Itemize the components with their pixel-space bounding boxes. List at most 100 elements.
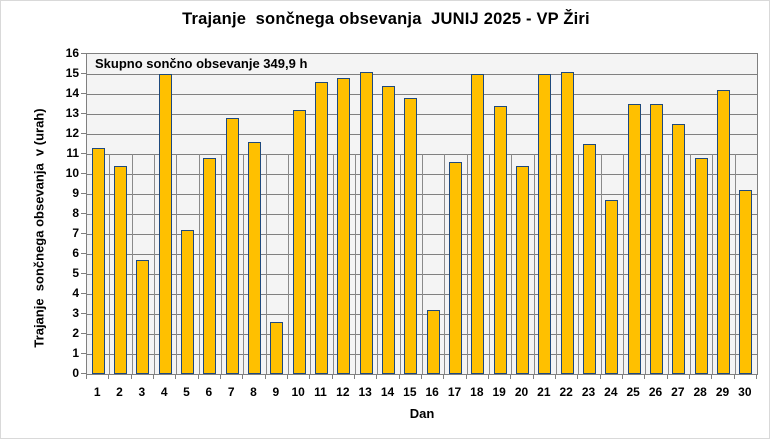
bar-day-13 <box>359 72 373 374</box>
v-gridline <box>221 154 222 374</box>
y-tick-label-14: 14 <box>65 86 79 100</box>
x-tick-mark <box>711 375 712 379</box>
y-tick-label-7: 7 <box>72 226 79 240</box>
y-tick-mark <box>81 73 86 74</box>
x-tick-label-7: 7 <box>227 385 235 399</box>
bar-day-11 <box>314 82 328 374</box>
bar-slot-day-16 <box>422 54 444 374</box>
v-gridline <box>333 154 334 374</box>
x-tick-mark <box>108 375 109 379</box>
bar-day-2 <box>113 166 127 374</box>
h-gridline <box>87 74 757 75</box>
x-tick-label-3: 3 <box>138 385 146 399</box>
h-gridline <box>87 134 757 135</box>
y-tick-mark <box>81 93 86 94</box>
v-gridline <box>735 154 736 374</box>
bar-day-22 <box>560 72 574 374</box>
bar-slot-day-18 <box>467 54 489 374</box>
y-tick-label-8: 8 <box>72 206 79 220</box>
x-tick-mark <box>265 375 266 379</box>
v-gridline <box>444 154 445 374</box>
v-gridline <box>712 154 713 374</box>
bar-day-12 <box>337 78 351 374</box>
bar-day-6 <box>203 158 217 374</box>
x-tick-label-19: 19 <box>492 385 506 399</box>
bar-day-4 <box>158 74 172 374</box>
chart-title: Trajanje sončnega obsevanja JUNIJ 2025 -… <box>182 10 590 28</box>
bar-slot-day-10 <box>288 54 310 374</box>
y-tick-mark <box>81 233 86 234</box>
bar-slot-day-7 <box>221 54 243 374</box>
x-tick-mark <box>510 375 511 379</box>
x-tick-label-2: 2 <box>116 385 123 399</box>
y-tick-label-1: 1 <box>72 346 79 360</box>
y-tick-label-15: 15 <box>65 66 79 80</box>
bar-slot-day-13 <box>355 54 377 374</box>
y-tick-mark <box>81 353 86 354</box>
h-gridline <box>87 114 757 115</box>
x-tick-label-25: 25 <box>626 385 640 399</box>
bar-day-14 <box>381 86 395 374</box>
x-tick-mark <box>644 375 645 379</box>
v-gridline <box>690 154 691 374</box>
y-tick-mark <box>81 193 86 194</box>
v-gridline <box>489 154 490 374</box>
x-tick-mark <box>175 375 176 379</box>
bar-day-26 <box>649 104 663 374</box>
x-tick-label-17: 17 <box>447 385 462 399</box>
bar-day-9 <box>270 322 284 374</box>
bar-slot-day-29 <box>712 54 734 374</box>
bar-day-8 <box>247 142 261 374</box>
bar-slot-day-12 <box>333 54 355 374</box>
x-tick-mark <box>309 375 310 379</box>
x-tick-mark <box>242 375 243 379</box>
x-tick-label-15: 15 <box>403 385 417 399</box>
v-gridline <box>199 154 200 374</box>
y-tick-label-13: 13 <box>65 106 79 120</box>
bar-slot-day-11 <box>310 54 332 374</box>
bar-slot-day-30 <box>735 54 757 374</box>
v-gridline <box>645 154 646 374</box>
x-tick-label-26: 26 <box>648 385 663 399</box>
x-axis-title: Dan <box>409 406 435 421</box>
bar-slot-day-8 <box>243 54 265 374</box>
x-tick-mark <box>667 375 668 379</box>
plot-area: Skupno sončno obsevanje 349,9 h <box>86 53 758 375</box>
bar-day-3 <box>136 260 150 374</box>
x-tick-mark <box>198 375 199 379</box>
y-tick-label-3: 3 <box>72 306 79 320</box>
x-tick-label-9: 9 <box>272 385 280 399</box>
x-tick-label-27: 27 <box>671 385 685 399</box>
y-tick-mark <box>81 153 86 154</box>
v-gridline <box>154 154 155 374</box>
bar-slot-day-20 <box>511 54 533 374</box>
v-gridline <box>601 154 602 374</box>
bar-slot-day-14 <box>377 54 399 374</box>
y-tick-mark <box>81 293 86 294</box>
x-tick-label-5: 5 <box>183 385 190 399</box>
x-tick-mark <box>734 375 735 379</box>
y-tick-mark <box>81 133 86 134</box>
bar-day-24 <box>605 200 619 374</box>
v-gridline <box>467 154 468 374</box>
x-tick-mark <box>287 375 288 379</box>
x-tick-mark <box>332 375 333 379</box>
bar-slot-day-19 <box>489 54 511 374</box>
y-tick-label-11: 11 <box>66 146 79 160</box>
bar-slot-day-28 <box>690 54 712 374</box>
x-tick-label-30: 30 <box>738 385 752 399</box>
x-tick-label-12: 12 <box>336 385 350 399</box>
v-gridline <box>668 154 669 374</box>
v-gridline <box>266 154 267 374</box>
bar-day-21 <box>538 74 552 374</box>
v-gridline <box>623 154 624 374</box>
y-tick-label-16: 16 <box>65 46 79 60</box>
x-tick-mark <box>555 375 556 379</box>
bar-day-23 <box>582 144 596 374</box>
v-gridline <box>377 154 378 374</box>
x-tick-label-21: 21 <box>537 385 551 399</box>
x-tick-label-6: 6 <box>205 385 213 399</box>
x-tick-label-14: 14 <box>380 385 395 399</box>
v-gridline <box>578 154 579 374</box>
